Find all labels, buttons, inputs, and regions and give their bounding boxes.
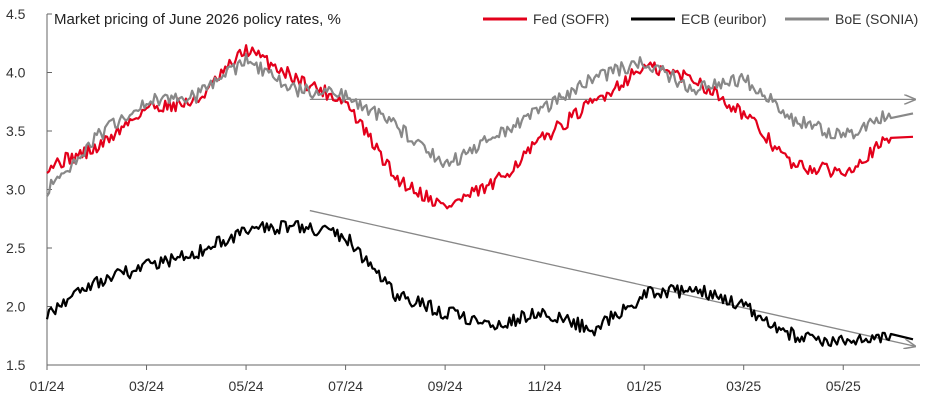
x-tick-label: 01/25 [627,378,662,394]
series-line-fed [46,44,914,210]
series-line-ecb [45,220,914,348]
x-tick-label: 01/24 [29,378,64,394]
x-tick-label: 09/24 [428,378,463,394]
x-axis-ticks: 01/24 03/24 05/24 07/24 09/24 11/24 01/25 03/25… [29,365,861,394]
trend-arrows [309,99,915,347]
chart-title: Market pricing of June 2026 policy rates… [54,11,341,28]
y-tick-label: 3.5 [6,123,26,139]
x-tick-label: 03/24 [129,378,164,394]
y-tick-label: 4.5 [6,6,26,22]
y-tick-label: 1.5 [6,357,26,373]
x-tick-label: 07/24 [328,378,363,394]
x-tick-label: 05/25 [826,378,861,394]
legend-label-fed: Fed (SOFR) [533,11,609,27]
y-axis-ticks: 1.5 2.0 2.5 3.0 3.5 4.0 4.5 [6,6,52,373]
x-tick-label: 03/25 [726,378,761,394]
series-line-boe [46,53,914,197]
y-tick-label: 3.0 [6,182,26,198]
x-tick-label: 05/24 [229,378,264,394]
y-tick-label: 2.0 [6,299,26,315]
x-tick-label: 11/24 [528,378,562,394]
legend-label-ecb: ECB (euribor) [681,11,767,27]
trend-arrow [309,209,915,347]
y-tick-label: 4.0 [6,65,26,81]
series-lines [45,44,914,348]
y-tick-label: 2.5 [6,240,26,256]
legend-label-boe: BoE (SONIA) [835,11,918,27]
legend: Fed (SOFR) ECB (euribor) BoE (SONIA) [483,11,918,27]
